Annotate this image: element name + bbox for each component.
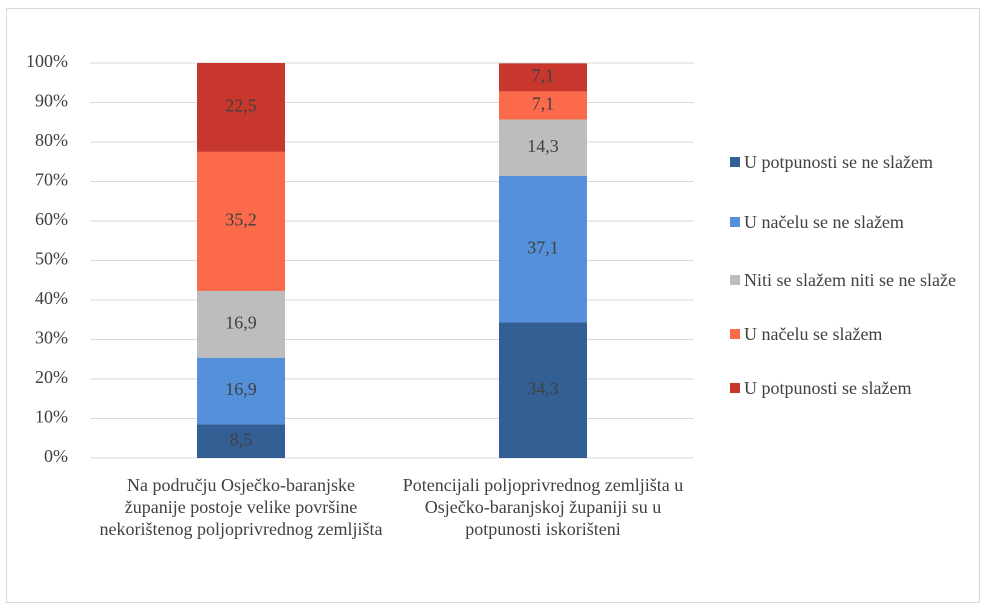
- bar-segment: [197, 357, 285, 425]
- y-tick-label: 100%: [26, 51, 68, 71]
- bar-segment: [197, 290, 285, 358]
- chart-border: [6, 8, 980, 603]
- bar-segment: [197, 151, 285, 291]
- legend-swatch: [730, 157, 740, 167]
- y-tick-label: 70%: [35, 170, 68, 190]
- data-label: 7,1: [532, 94, 555, 114]
- bar-segment: [197, 424, 285, 458]
- data-label: 8,5: [230, 429, 253, 449]
- x-tick-label: Na području Osječko-baranjske županije p…: [99, 475, 383, 539]
- y-tick-label: 80%: [35, 130, 68, 150]
- legend-swatch: [730, 275, 740, 285]
- data-label: 16,9: [225, 379, 257, 399]
- legend-swatch: [730, 383, 740, 393]
- y-tick-label: 30%: [35, 328, 68, 348]
- y-tick-label: 0%: [44, 446, 68, 466]
- data-label: 34,3: [527, 378, 559, 398]
- legend-swatch: [730, 329, 740, 339]
- y-tick-label: 10%: [35, 407, 68, 427]
- legend-entry: U načelu se slažem: [730, 322, 959, 346]
- legend-entry: Niti se slažem niti se ne slaže: [730, 268, 959, 292]
- y-tick-label: 60%: [35, 209, 68, 229]
- data-label: 35,2: [225, 210, 257, 230]
- legend-swatch: [730, 217, 740, 227]
- y-tick-label: 40%: [35, 288, 68, 308]
- legend-entry: U načelu se ne slažem: [730, 210, 959, 234]
- data-label: 7,1: [532, 66, 555, 86]
- bar-segment: [499, 119, 587, 176]
- bar-segment: [499, 322, 587, 458]
- y-tick-label: 20%: [35, 367, 68, 387]
- data-label: 22,5: [225, 96, 257, 116]
- data-label: 16,9: [225, 312, 257, 332]
- data-label: 37,1: [527, 237, 559, 257]
- legend-entry: U potpunosti se slažem: [730, 376, 959, 400]
- legend-entry: U potpunosti se ne slažem: [730, 150, 959, 174]
- bar-segment: [499, 91, 587, 120]
- y-tick-label: 50%: [35, 249, 68, 269]
- y-tick-label: 90%: [35, 91, 68, 111]
- x-tick-label: Potencijali poljoprivrednog zemljišta u …: [402, 475, 684, 539]
- data-label: 14,3: [527, 136, 559, 156]
- bar-segment: [499, 175, 587, 323]
- bar-segment: [197, 63, 285, 152]
- bar-segment: [499, 63, 587, 92]
